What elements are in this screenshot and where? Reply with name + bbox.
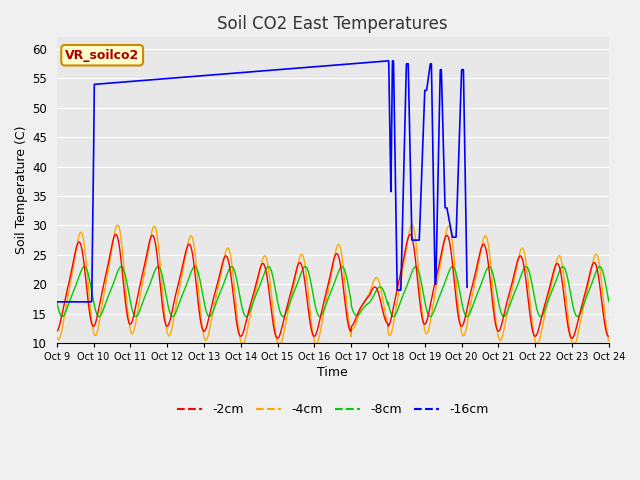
Title: Soil CO2 East Temperatures: Soil CO2 East Temperatures <box>218 15 448 33</box>
X-axis label: Time: Time <box>317 366 348 379</box>
Legend: -2cm, -4cm, -8cm, -16cm: -2cm, -4cm, -8cm, -16cm <box>172 398 493 421</box>
Y-axis label: Soil Temperature (C): Soil Temperature (C) <box>15 126 28 254</box>
Text: VR_soilco2: VR_soilco2 <box>65 49 140 62</box>
